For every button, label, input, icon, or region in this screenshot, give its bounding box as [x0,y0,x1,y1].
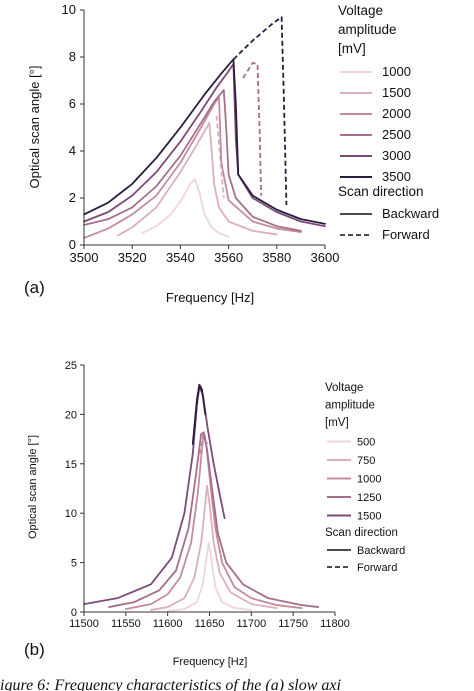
chart-a-x-tick-label: 3500 [70,250,99,265]
chart-a-legend-title: amplitude [338,22,397,37]
chart-a-line-backward-1500 [116,121,278,237]
chart-a-y-tick-label: 4 [69,143,76,158]
chart-a-legend-direction-label: Backward [382,206,439,221]
chart-a-legend-item: 1500 [382,85,411,100]
chart-b-legend-direction-title: Scan direction [325,527,398,539]
chart-b-legend-item: 750 [357,455,375,467]
chart-b-y-tick-label: 5 [71,558,77,570]
chart-b-x-tick-label: 11500 [69,618,99,630]
chart-b-y-label: Optical scan angle [°] [27,435,39,539]
chart-b-legend-title: amplitude [325,400,375,412]
chart-a-legend-item: 2500 [382,127,411,142]
chart-a-x-tick-label: 3600 [311,250,340,265]
chart-a-line-backward-2500 [83,89,302,232]
chart-b-legend-title: [mV] [325,417,349,429]
chart-a-x-tick-label: 3560 [214,250,243,265]
chart-b: 11500 11550 11600 11650 11700 11750 11800 0 5 10 1… [24,360,405,668]
chart-a-legend-direction-title: Scan direction [338,184,424,199]
chart-b-legend-title: Voltage [325,382,363,394]
chart-b-x-tick-label: 11700 [236,618,266,630]
chart-b-y-tick-label: 15 [65,459,77,471]
chart-b-legend-item: 500 [357,437,375,449]
chart-a-legend-item: 1000 [382,64,411,79]
chart-b-line-backward-1500 [83,385,226,605]
chart-a-x-tick-label: 3520 [118,250,147,265]
chart-a-series-group [83,16,326,239]
figure-caption: igure 6: Frequency characteristics of th… [0,677,341,691]
chart-a-y-tick-label: 6 [69,96,76,111]
chart-a-y-tick-label: 2 [69,190,76,205]
chart-b-x-tick-label: 11800 [320,618,350,630]
chart-b-x-tick-label: 11550 [111,618,141,630]
chart-a-legend-title: Voltage [338,3,383,18]
chart-a-legend-item: 3000 [382,148,411,163]
chart-a-legend-title: [mV] [338,41,366,56]
chart-b-x-tick-label: 11600 [153,618,183,630]
chart-b-legend: Voltage amplitude [mV] 500 750 1000 1250 1500 Sc… [325,382,405,574]
chart-a-line-backward-1000 [140,178,230,238]
chart-b-line-forward-1500-top [193,382,204,430]
chart-a-line-forward-3500 [232,16,288,206]
chart-b-x-tick-label: 11750 [278,618,308,630]
chart-b-line-backward-1250 [108,431,320,608]
chart-a-y-tick-label: 8 [69,49,76,64]
chart-a-line-backward-2000 [83,96,302,239]
chart-b-legend-direction-label: Forward [357,562,397,574]
chart-a-x-tick-label: 3580 [262,250,291,265]
chart-a-y-label: Optical scan angle [°] [27,66,42,189]
chart-a-y-tick-label: 10 [62,2,76,17]
chart-b-line-backward-750 [150,484,278,611]
chart-a-line-forward-1500 [215,115,225,199]
chart-a-y-tick-label: 0 [69,237,76,252]
chart-b-legend-item: 1500 [357,511,381,523]
chart-b-y-tick-label: 0 [71,607,77,619]
chart-a-legend: Voltage amplitude [mV] 1000 1500 2000 2500 3000… [338,3,439,242]
chart-a-legend-direction-label: Forward [382,227,430,242]
chart-b-line-backward-500 [166,541,253,612]
chart-a-legend-item: 3500 [382,169,411,184]
chart-b-legend-item: 1000 [357,474,381,486]
chart-a-line-backward-3000 [83,63,326,228]
chart-b-panel-label: (b) [24,640,45,659]
chart-a-x-label: Frequency [Hz] [166,290,254,305]
chart-b-x-label: Frequency [Hz] [173,656,248,668]
chart-b-x-tick-label: 11650 [195,618,225,630]
chart-b-y-tick-label: 25 [65,360,77,372]
chart-a-line-backward-3500 [83,58,326,225]
chart-b-legend-direction-label: Backward [357,545,405,557]
chart-b-y-tick-label: 20 [65,409,77,421]
chart-b-y-tick-label: 10 [65,508,77,520]
chart-a-panel-label: (a) [24,278,45,297]
chart-a-x-tick-label: 3540 [166,250,195,265]
chart-b-series-group [83,382,320,612]
chart-b-legend-item: 1250 [357,492,381,504]
chart-a-legend-item: 2000 [382,106,411,121]
chart-a-line-forward-2500 [242,61,263,196]
chart-a: 3500 3520 3540 3560 3580 3600 0 2 4 6 8 10 Frequenc… [24,2,439,305]
